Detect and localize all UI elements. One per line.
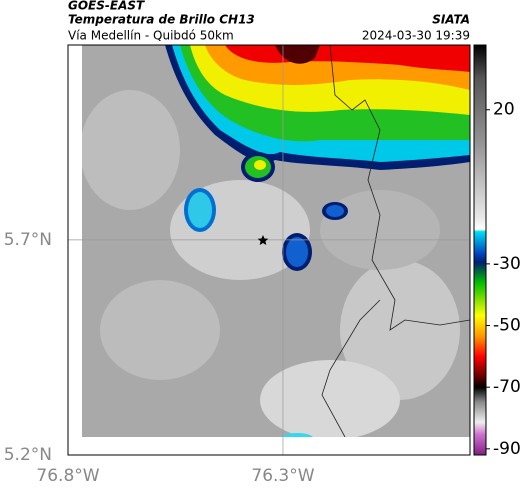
- imagery: [82, 45, 470, 437]
- colorbar-tick-label: -50: [493, 316, 521, 336]
- route: Vía Medellín - Quibdó 50km: [68, 29, 234, 43]
- x-tick-label: 76.3°W: [251, 466, 314, 486]
- colorbar-tick-label: -30: [493, 254, 521, 274]
- source: SIATA: [432, 13, 470, 27]
- timestamp: 2024-03-30 19:39: [362, 29, 470, 43]
- y-tick-label: 5.7°N: [4, 230, 52, 250]
- satellite: GOES-EAST: [68, 0, 145, 13]
- x-tick-label: 76.8°W: [36, 466, 99, 486]
- y-tick-label: 5.2°N: [4, 445, 52, 465]
- product: Temperatura de Brillo CH13: [68, 13, 255, 27]
- location-marker: [257, 235, 269, 245]
- colorbar-tick-label: -90: [493, 439, 521, 459]
- map-frame: [67, 44, 471, 456]
- colorbar-tick-label: 20: [493, 100, 515, 120]
- colorbar-tick-label: -70: [493, 377, 521, 397]
- colorbar: [473, 44, 487, 456]
